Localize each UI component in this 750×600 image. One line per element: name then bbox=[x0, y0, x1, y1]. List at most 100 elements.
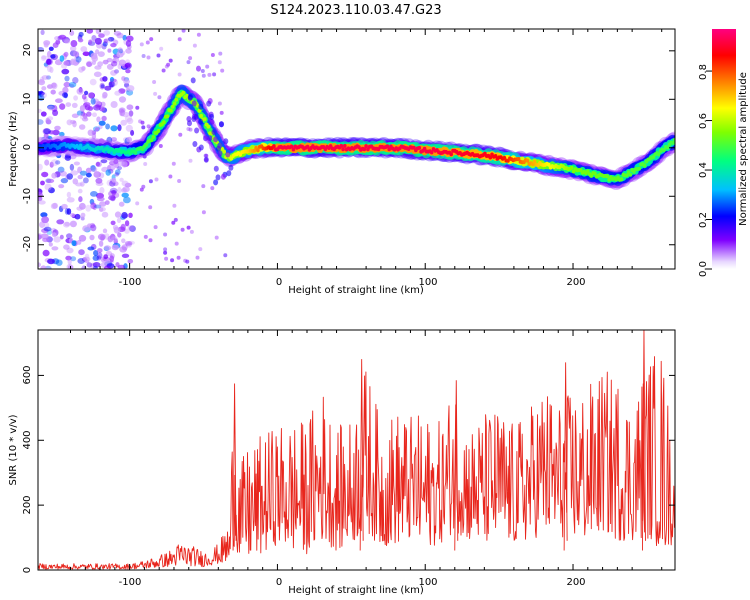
ridge-cell bbox=[364, 144, 368, 149]
noise-speck bbox=[109, 255, 115, 263]
noise-speck bbox=[40, 29, 45, 35]
noise-speck bbox=[51, 246, 59, 251]
noise-speck bbox=[104, 265, 111, 269]
ridge-cell bbox=[429, 150, 434, 155]
noise-speck bbox=[43, 128, 51, 135]
noise-speck bbox=[195, 255, 200, 260]
noise-speck bbox=[107, 48, 112, 53]
noise-speck bbox=[100, 159, 108, 164]
noise-speck bbox=[66, 173, 73, 180]
noise-speck bbox=[135, 105, 140, 110]
noise-speck bbox=[86, 111, 92, 117]
noise-speck bbox=[178, 132, 183, 137]
snr-peak bbox=[642, 330, 646, 551]
noise-speck bbox=[128, 110, 134, 117]
noise-speck bbox=[117, 124, 122, 132]
noise-speck bbox=[194, 127, 200, 134]
noise-speck bbox=[66, 191, 72, 198]
noise-speck bbox=[87, 92, 95, 99]
noise-speck bbox=[80, 46, 88, 53]
noise-speck bbox=[93, 71, 102, 78]
noise-speck bbox=[100, 84, 105, 89]
noise-speck bbox=[73, 161, 80, 166]
noise-speck bbox=[207, 135, 213, 142]
noise-speck bbox=[41, 228, 49, 234]
noise-speck bbox=[95, 104, 101, 109]
noise-speck bbox=[96, 116, 101, 123]
snr-x-axis-label: Height of straight line (km) bbox=[288, 585, 424, 596]
noise-speck bbox=[213, 136, 219, 143]
noise-speck bbox=[57, 166, 65, 173]
ridge-cell bbox=[252, 148, 257, 153]
noise-speck bbox=[126, 136, 133, 143]
noise-speck bbox=[59, 103, 66, 110]
noise-speck bbox=[55, 98, 63, 103]
noise-speck bbox=[70, 40, 78, 47]
noise-speck bbox=[205, 64, 210, 69]
noise-speck bbox=[47, 65, 52, 73]
noise-speck bbox=[110, 236, 118, 243]
noise-speck bbox=[77, 38, 84, 43]
noise-speck bbox=[114, 69, 119, 74]
snr-peak bbox=[563, 362, 568, 551]
noise-speck bbox=[87, 106, 94, 111]
noise-speck bbox=[40, 212, 48, 218]
noise-speck bbox=[86, 262, 93, 268]
noise-speck bbox=[148, 238, 153, 243]
noise-speck bbox=[97, 51, 105, 57]
noise-speck bbox=[124, 228, 130, 234]
snr-plot-area bbox=[38, 330, 675, 570]
noise-speck bbox=[55, 160, 61, 165]
noise-speck bbox=[50, 89, 56, 95]
noise-speck bbox=[97, 233, 106, 240]
noise-speck bbox=[43, 132, 49, 140]
noise-speck bbox=[177, 179, 182, 183]
noise-speck bbox=[209, 113, 215, 120]
ridge-cell bbox=[547, 162, 551, 167]
noise-speck bbox=[114, 172, 120, 177]
noise-speck bbox=[130, 129, 135, 136]
noise-speck bbox=[98, 120, 106, 126]
ridge-cell bbox=[105, 146, 109, 151]
spectrogram-ticks bbox=[38, 29, 675, 269]
noise-speck bbox=[49, 161, 54, 168]
colorbar-tick-label: 0.0 bbox=[698, 261, 709, 277]
noise-speck bbox=[42, 249, 50, 257]
noise-speck bbox=[149, 37, 154, 42]
noise-speck bbox=[116, 32, 124, 39]
noise-speck bbox=[47, 116, 54, 121]
noise-speck bbox=[71, 113, 79, 119]
noise-speck bbox=[124, 241, 133, 246]
figure-title: S124.2023.110.03.47.G23 bbox=[270, 3, 441, 18]
noise-speck bbox=[125, 69, 131, 74]
noise-speck bbox=[201, 73, 206, 78]
ridge-cell bbox=[493, 154, 498, 158]
noise-speck bbox=[70, 170, 79, 176]
noise-speck bbox=[71, 102, 78, 108]
noise-speck bbox=[62, 92, 68, 98]
noise-speck bbox=[80, 212, 86, 218]
noise-speck bbox=[41, 216, 49, 224]
noise-speck bbox=[113, 31, 122, 36]
noise-speck bbox=[171, 161, 176, 166]
noise-speck bbox=[105, 169, 111, 176]
ridge-cell bbox=[417, 145, 422, 150]
noise-speck bbox=[72, 50, 79, 57]
noise-speck bbox=[69, 119, 77, 124]
noise-speck bbox=[220, 68, 225, 73]
noise-speck bbox=[40, 233, 49, 240]
noise-speck bbox=[117, 232, 122, 238]
noise-speck bbox=[95, 177, 103, 184]
noise-speck bbox=[106, 63, 114, 70]
noise-speck bbox=[121, 238, 126, 244]
ridge-cell bbox=[385, 144, 390, 149]
noise-speck bbox=[186, 225, 191, 230]
noise-speck bbox=[76, 110, 84, 116]
noise-speck bbox=[213, 165, 219, 172]
noise-speck bbox=[126, 85, 135, 92]
noise-speck bbox=[56, 153, 62, 159]
noise-speck bbox=[46, 178, 55, 184]
noise-speck bbox=[121, 212, 128, 219]
noise-speck bbox=[98, 172, 105, 179]
noise-speck bbox=[56, 219, 65, 225]
